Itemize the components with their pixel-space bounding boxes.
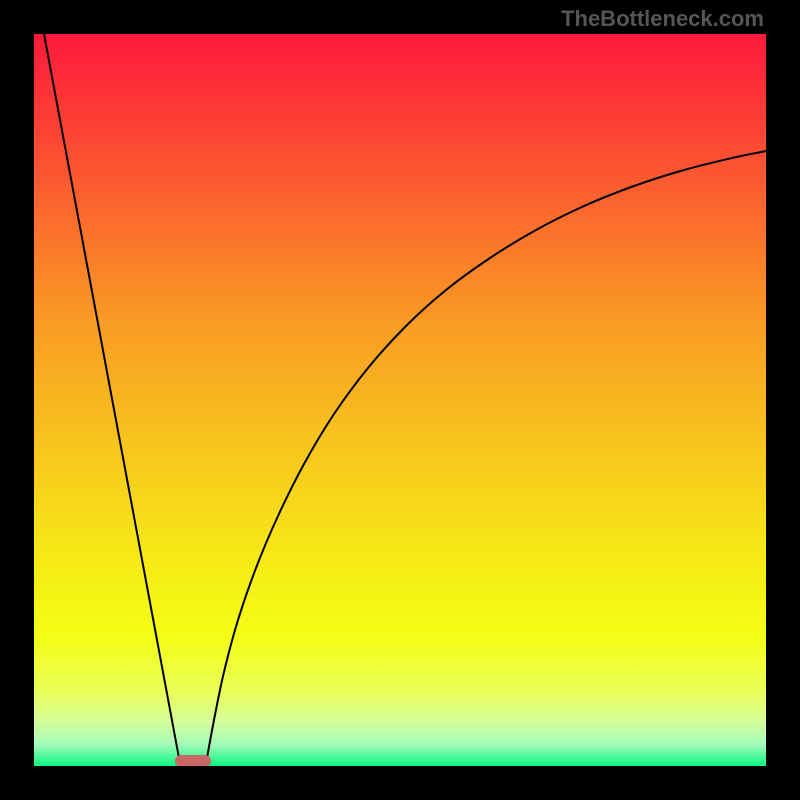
left-line xyxy=(44,34,179,758)
chart-container: TheBottleneck.com xyxy=(0,0,800,800)
plot-area xyxy=(34,34,766,766)
right-curve xyxy=(207,151,766,758)
curve-overlay xyxy=(34,34,766,766)
watermark-text: TheBottleneck.com xyxy=(561,6,764,32)
bottleneck-marker xyxy=(175,755,211,766)
